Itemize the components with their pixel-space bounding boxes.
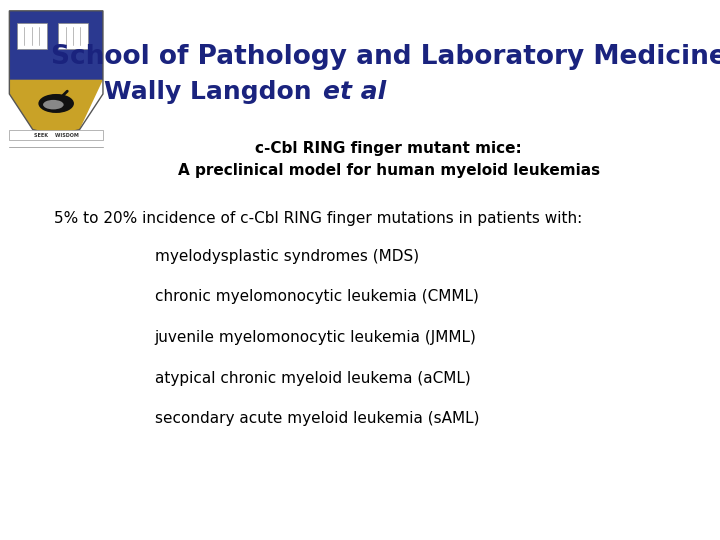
Text: c-Cbl RING finger mutant mice:: c-Cbl RING finger mutant mice: <box>256 141 522 156</box>
Text: A preclinical model for human myeloid leukemias: A preclinical model for human myeloid le… <box>178 163 600 178</box>
Bar <box>17 23 47 49</box>
Text: atypical chronic myeloid leukema (aCML): atypical chronic myeloid leukema (aCML) <box>155 370 471 386</box>
Text: 5% to 20% incidence of c-Cbl RING finger mutations in patients with:: 5% to 20% incidence of c-Cbl RING finger… <box>54 211 582 226</box>
Text: Wally Langdon: Wally Langdon <box>104 80 320 104</box>
Bar <box>9 130 103 140</box>
Text: School of Pathology and Laboratory Medicine: School of Pathology and Laboratory Medic… <box>51 44 720 70</box>
Text: myelodysplastic syndromes (MDS): myelodysplastic syndromes (MDS) <box>155 249 419 264</box>
Text: juvenile myelomonocytic leukemia (JMML): juvenile myelomonocytic leukemia (JMML) <box>155 330 477 345</box>
Text: chronic myelomonocytic leukemia (CMML): chronic myelomonocytic leukemia (CMML) <box>155 289 479 305</box>
Polygon shape <box>9 11 103 80</box>
Ellipse shape <box>38 94 74 113</box>
Bar <box>58 23 88 49</box>
Polygon shape <box>9 80 103 136</box>
Text: SEEK    WISDOM: SEEK WISDOM <box>34 133 78 138</box>
Text: et al: et al <box>323 80 386 104</box>
Ellipse shape <box>43 100 63 110</box>
Text: secondary acute myeloid leukemia (sAML): secondary acute myeloid leukemia (sAML) <box>155 411 480 426</box>
